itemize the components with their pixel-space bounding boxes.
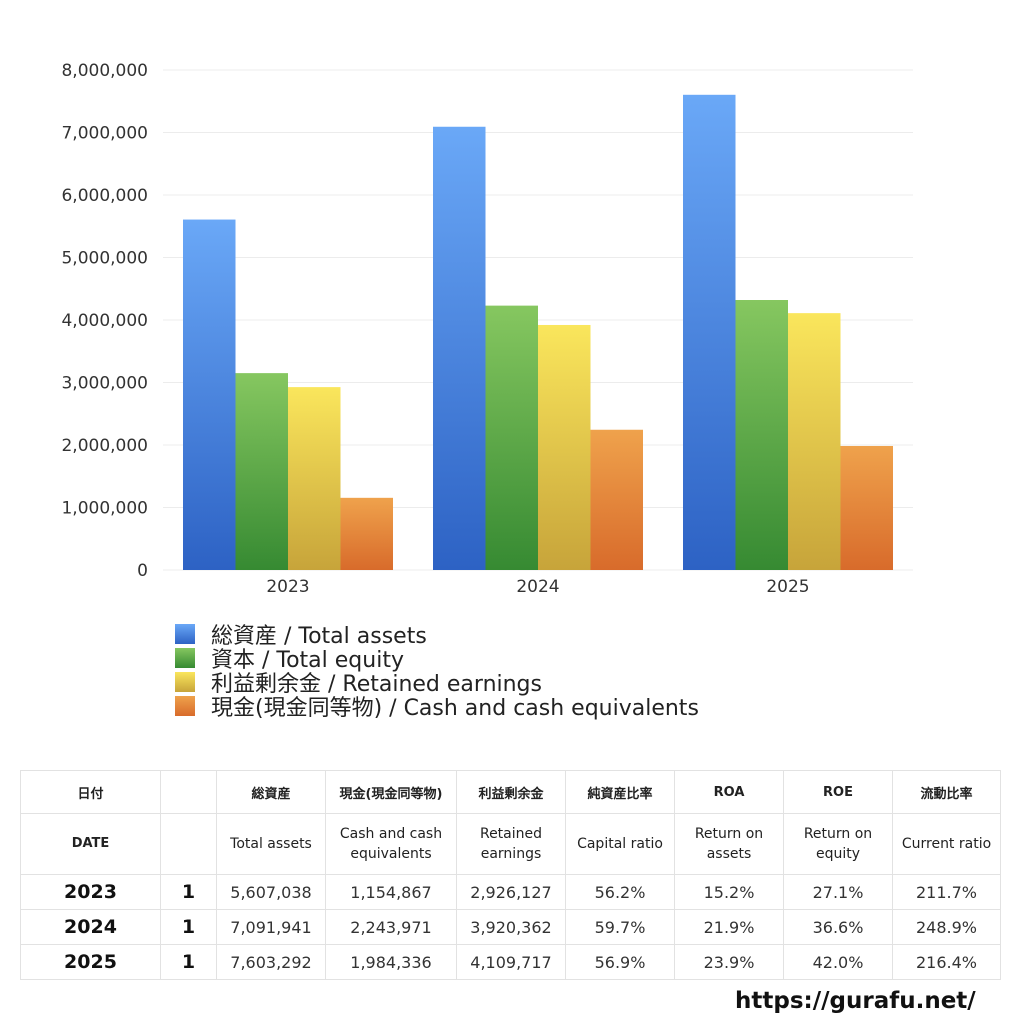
- y-axis-ticks: 0 1,000,000 2,000,000 3,000,000 4,000,000 5,0…: [61, 61, 148, 581]
- table-cell: 21.9%: [674, 909, 784, 945]
- table-cell: 4,109,717: [456, 944, 566, 980]
- legend-swatch: [175, 672, 195, 692]
- bar-2025-series-3: [840, 445, 893, 570]
- header-cell: ROA: [674, 770, 784, 814]
- bar-2025-series-1: [735, 300, 788, 570]
- legend-item-total-assets: 総資産 / Total assets: [175, 622, 699, 649]
- table-cell: 211.7%: [892, 874, 1001, 910]
- header-cell: 日付: [20, 770, 161, 814]
- table-row: 2024 1 7,091,941 2,243,971 3,920,362 59.…: [20, 909, 1001, 945]
- header-cell: Current ratio: [892, 813, 1001, 875]
- header-cell: 現金(現金同等物): [325, 770, 457, 814]
- y-tick-label: 0: [137, 561, 148, 581]
- footer-url[interactable]: https://gurafu.net/: [735, 988, 976, 1014]
- table-header-jp: 日付 総資産 現金(現金同等物) 利益剰余金 純資産比率 ROA ROE 流動比…: [20, 770, 1001, 814]
- legend: 総資産 / Total assets 資本 / Total equity 利益剰…: [175, 622, 699, 721]
- table-row: 2023 1 5,607,038 1,154,867 2,926,127 56.…: [20, 874, 1001, 910]
- header-cell: Return on equity: [783, 813, 893, 875]
- table-cell: 248.9%: [892, 909, 1001, 945]
- bar-2023-series-1: [235, 373, 288, 570]
- table-cell: 1: [160, 874, 217, 910]
- header-cell: [160, 770, 217, 814]
- y-tick-label: 8,000,000: [61, 61, 148, 81]
- table-cell: 1,984,336: [325, 944, 457, 980]
- table-cell: 2023: [20, 874, 161, 910]
- legend-label: 利益剰余金 / Retained earnings: [211, 672, 542, 697]
- table-cell: 2025: [20, 944, 161, 980]
- y-tick-label: 2,000,000: [61, 436, 148, 456]
- table-cell: 2024: [20, 909, 161, 945]
- header-cell: 流動比率: [892, 770, 1001, 814]
- header-cell: ROE: [783, 770, 893, 814]
- x-tick-label: 2025: [766, 577, 809, 597]
- header-cell: 純資産比率: [565, 770, 675, 814]
- header-cell: Total assets: [216, 813, 326, 875]
- table-cell: 216.4%: [892, 944, 1001, 980]
- table-cell: 56.2%: [565, 874, 675, 910]
- table-cell: 1,154,867: [325, 874, 457, 910]
- header-cell: Cash and cash equivalents: [325, 813, 457, 875]
- bar-2024-series-2: [538, 324, 591, 570]
- bar-2024-series-3: [590, 429, 643, 570]
- table-cell: 7,091,941: [216, 909, 326, 945]
- table-cell: 42.0%: [783, 944, 893, 980]
- legend-label: 現金(現金同等物) / Cash and cash equivalents: [211, 696, 699, 721]
- y-tick-label: 6,000,000: [61, 186, 148, 206]
- y-tick-label: 3,000,000: [61, 374, 148, 394]
- legend-item-cash: 現金(現金同等物) / Cash and cash equivalents: [175, 694, 699, 721]
- bar-2025-series-2: [788, 313, 841, 570]
- legend-item-retained-earnings: 利益剰余金 / Retained earnings: [175, 670, 699, 697]
- table-header-en: DATE Total assets Cash and cash equivale…: [20, 813, 1001, 875]
- legend-swatch: [175, 624, 195, 644]
- bar-2024-series-0: [433, 126, 486, 570]
- table-cell: 15.2%: [674, 874, 784, 910]
- bar-chart: 0 1,000,000 2,000,000 3,000,000 4,000,000 5,0…: [61, 61, 913, 597]
- table-cell: 59.7%: [565, 909, 675, 945]
- legend-swatch: [175, 696, 195, 716]
- table-cell: 27.1%: [783, 874, 893, 910]
- table-cell: 2,243,971: [325, 909, 457, 945]
- header-cell: Retained earnings: [456, 813, 566, 875]
- table-cell: 1: [160, 909, 217, 945]
- table-cell: 36.6%: [783, 909, 893, 945]
- table-cell: 5,607,038: [216, 874, 326, 910]
- table-cell: 56.9%: [565, 944, 675, 980]
- table-cell: 2,926,127: [456, 874, 566, 910]
- legend-item-total-equity: 資本 / Total equity: [175, 646, 699, 673]
- table-cell: 7,603,292: [216, 944, 326, 980]
- table-cell: 1: [160, 944, 217, 980]
- header-cell: 利益剰余金: [456, 770, 566, 814]
- header-cell: 総資産: [216, 770, 326, 814]
- legend-label: 資本 / Total equity: [211, 648, 404, 673]
- bar-2025-series-0: [683, 94, 736, 570]
- table-cell: 23.9%: [674, 944, 784, 980]
- header-cell: [160, 813, 217, 875]
- y-tick-label: 7,000,000: [61, 124, 148, 144]
- bar-2024-series-1: [485, 305, 538, 570]
- legend-swatch: [175, 648, 195, 668]
- y-tick-label: 4,000,000: [61, 311, 148, 331]
- y-tick-label: 5,000,000: [61, 249, 148, 269]
- x-tick-label: 2023: [266, 577, 309, 597]
- x-tick-label: 2024: [516, 577, 559, 597]
- bar-2023-series-2: [288, 387, 341, 570]
- bars: [183, 94, 893, 570]
- legend-label: 総資産 / Total assets: [211, 624, 427, 649]
- bar-2023-series-0: [183, 219, 236, 570]
- x-axis-ticks: 2023 2024 2025: [266, 577, 809, 597]
- header-cell: Capital ratio: [565, 813, 675, 875]
- header-cell: DATE: [20, 813, 161, 875]
- financial-table: 日付 総資産 現金(現金同等物) 利益剰余金 純資産比率 ROA ROE 流動比…: [20, 770, 1001, 980]
- table-cell: 3,920,362: [456, 909, 566, 945]
- bar-2023-series-3: [340, 497, 393, 570]
- table-row: 2025 1 7,603,292 1,984,336 4,109,717 56.…: [20, 944, 1001, 980]
- y-tick-label: 1,000,000: [61, 499, 148, 519]
- header-cell: Return on assets: [674, 813, 784, 875]
